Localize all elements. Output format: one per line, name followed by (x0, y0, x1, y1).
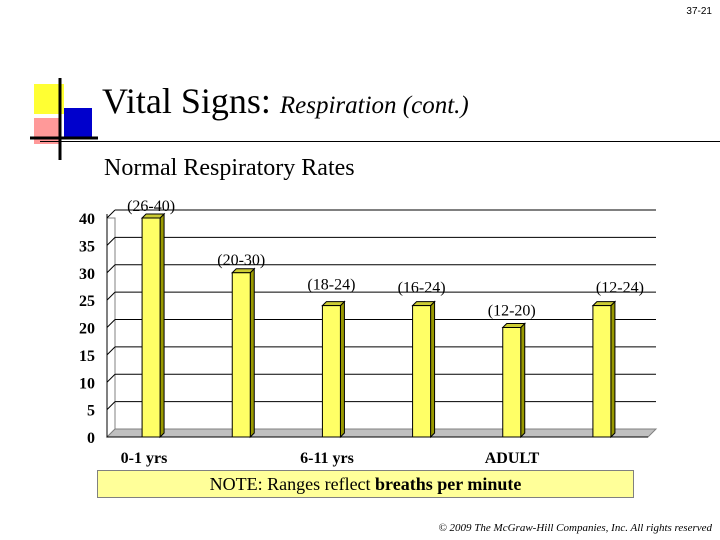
x-tick-label: 6-11 yrs (300, 450, 354, 467)
gridline-diag (106, 319, 116, 328)
bar-top (321, 301, 346, 307)
bar (592, 305, 612, 438)
bar (141, 217, 161, 438)
bar-range-label: (12-20) (488, 303, 536, 320)
note-bold: breaths per minute (375, 474, 522, 494)
bar-range-label: (12-24) (596, 280, 644, 297)
x-tick-label: 0-1 yrs (121, 450, 168, 467)
y-tick-label: 25 (79, 293, 95, 310)
bar-side (339, 300, 345, 439)
y-tick-label: 5 (87, 403, 95, 420)
bar-side (610, 300, 616, 439)
x-tick-label: ADULT (485, 450, 540, 467)
bar-side (520, 322, 526, 439)
slide-subtitle: Normal Respiratory Rates (104, 155, 355, 181)
title-divider (40, 141, 720, 142)
y-tick-label: 10 (79, 375, 95, 392)
plot-floor (105, 428, 658, 438)
bar-side (430, 300, 436, 439)
y-tick-label: 30 (79, 266, 95, 283)
bar-range-label: (16-24) (398, 280, 446, 297)
title-italic: Respiration (cont.) (279, 92, 469, 119)
gridline-diag (106, 264, 116, 274)
bar-range-label: (18-24) (307, 277, 355, 294)
slide-logo-icon (30, 78, 98, 160)
y-tick-label: 40 (79, 211, 95, 228)
bar (502, 327, 522, 438)
slide-title: Vital Signs: Respiration (cont.) (102, 80, 469, 122)
bar-top (411, 301, 436, 307)
y-tick-label: 15 (79, 348, 95, 365)
gridline-diag (106, 346, 116, 356)
copyright-text: © 2009 The McGraw-Hill Companies, Inc. A… (438, 522, 712, 534)
bar-range-label: (26-40) (127, 198, 175, 215)
note-box: NOTE: Ranges reflect breaths per minute (97, 470, 634, 498)
bar-side (159, 212, 165, 439)
y-tick-label: 0 (87, 430, 95, 447)
bar (231, 272, 251, 438)
gridline-diag (106, 401, 116, 410)
gridline-diag (106, 209, 116, 219)
y-tick-label: 20 (79, 321, 95, 338)
gridline-diag (106, 291, 116, 301)
bar-top (591, 301, 617, 307)
bar-side (249, 267, 255, 439)
title-main: Vital Signs: (102, 81, 271, 121)
note-prefix: NOTE: Ranges reflect (209, 474, 376, 494)
slide-number: 37-21 (686, 6, 712, 17)
bar (321, 305, 341, 438)
y-tick-label: 35 (79, 238, 95, 255)
bar-top (501, 323, 526, 328)
gridline-diag (106, 237, 116, 246)
plot-side-wall (106, 217, 116, 439)
bar (412, 305, 432, 438)
bar-range-label: (20-30) (217, 252, 265, 269)
bar-top (231, 268, 256, 274)
gridline-diag (106, 373, 116, 383)
